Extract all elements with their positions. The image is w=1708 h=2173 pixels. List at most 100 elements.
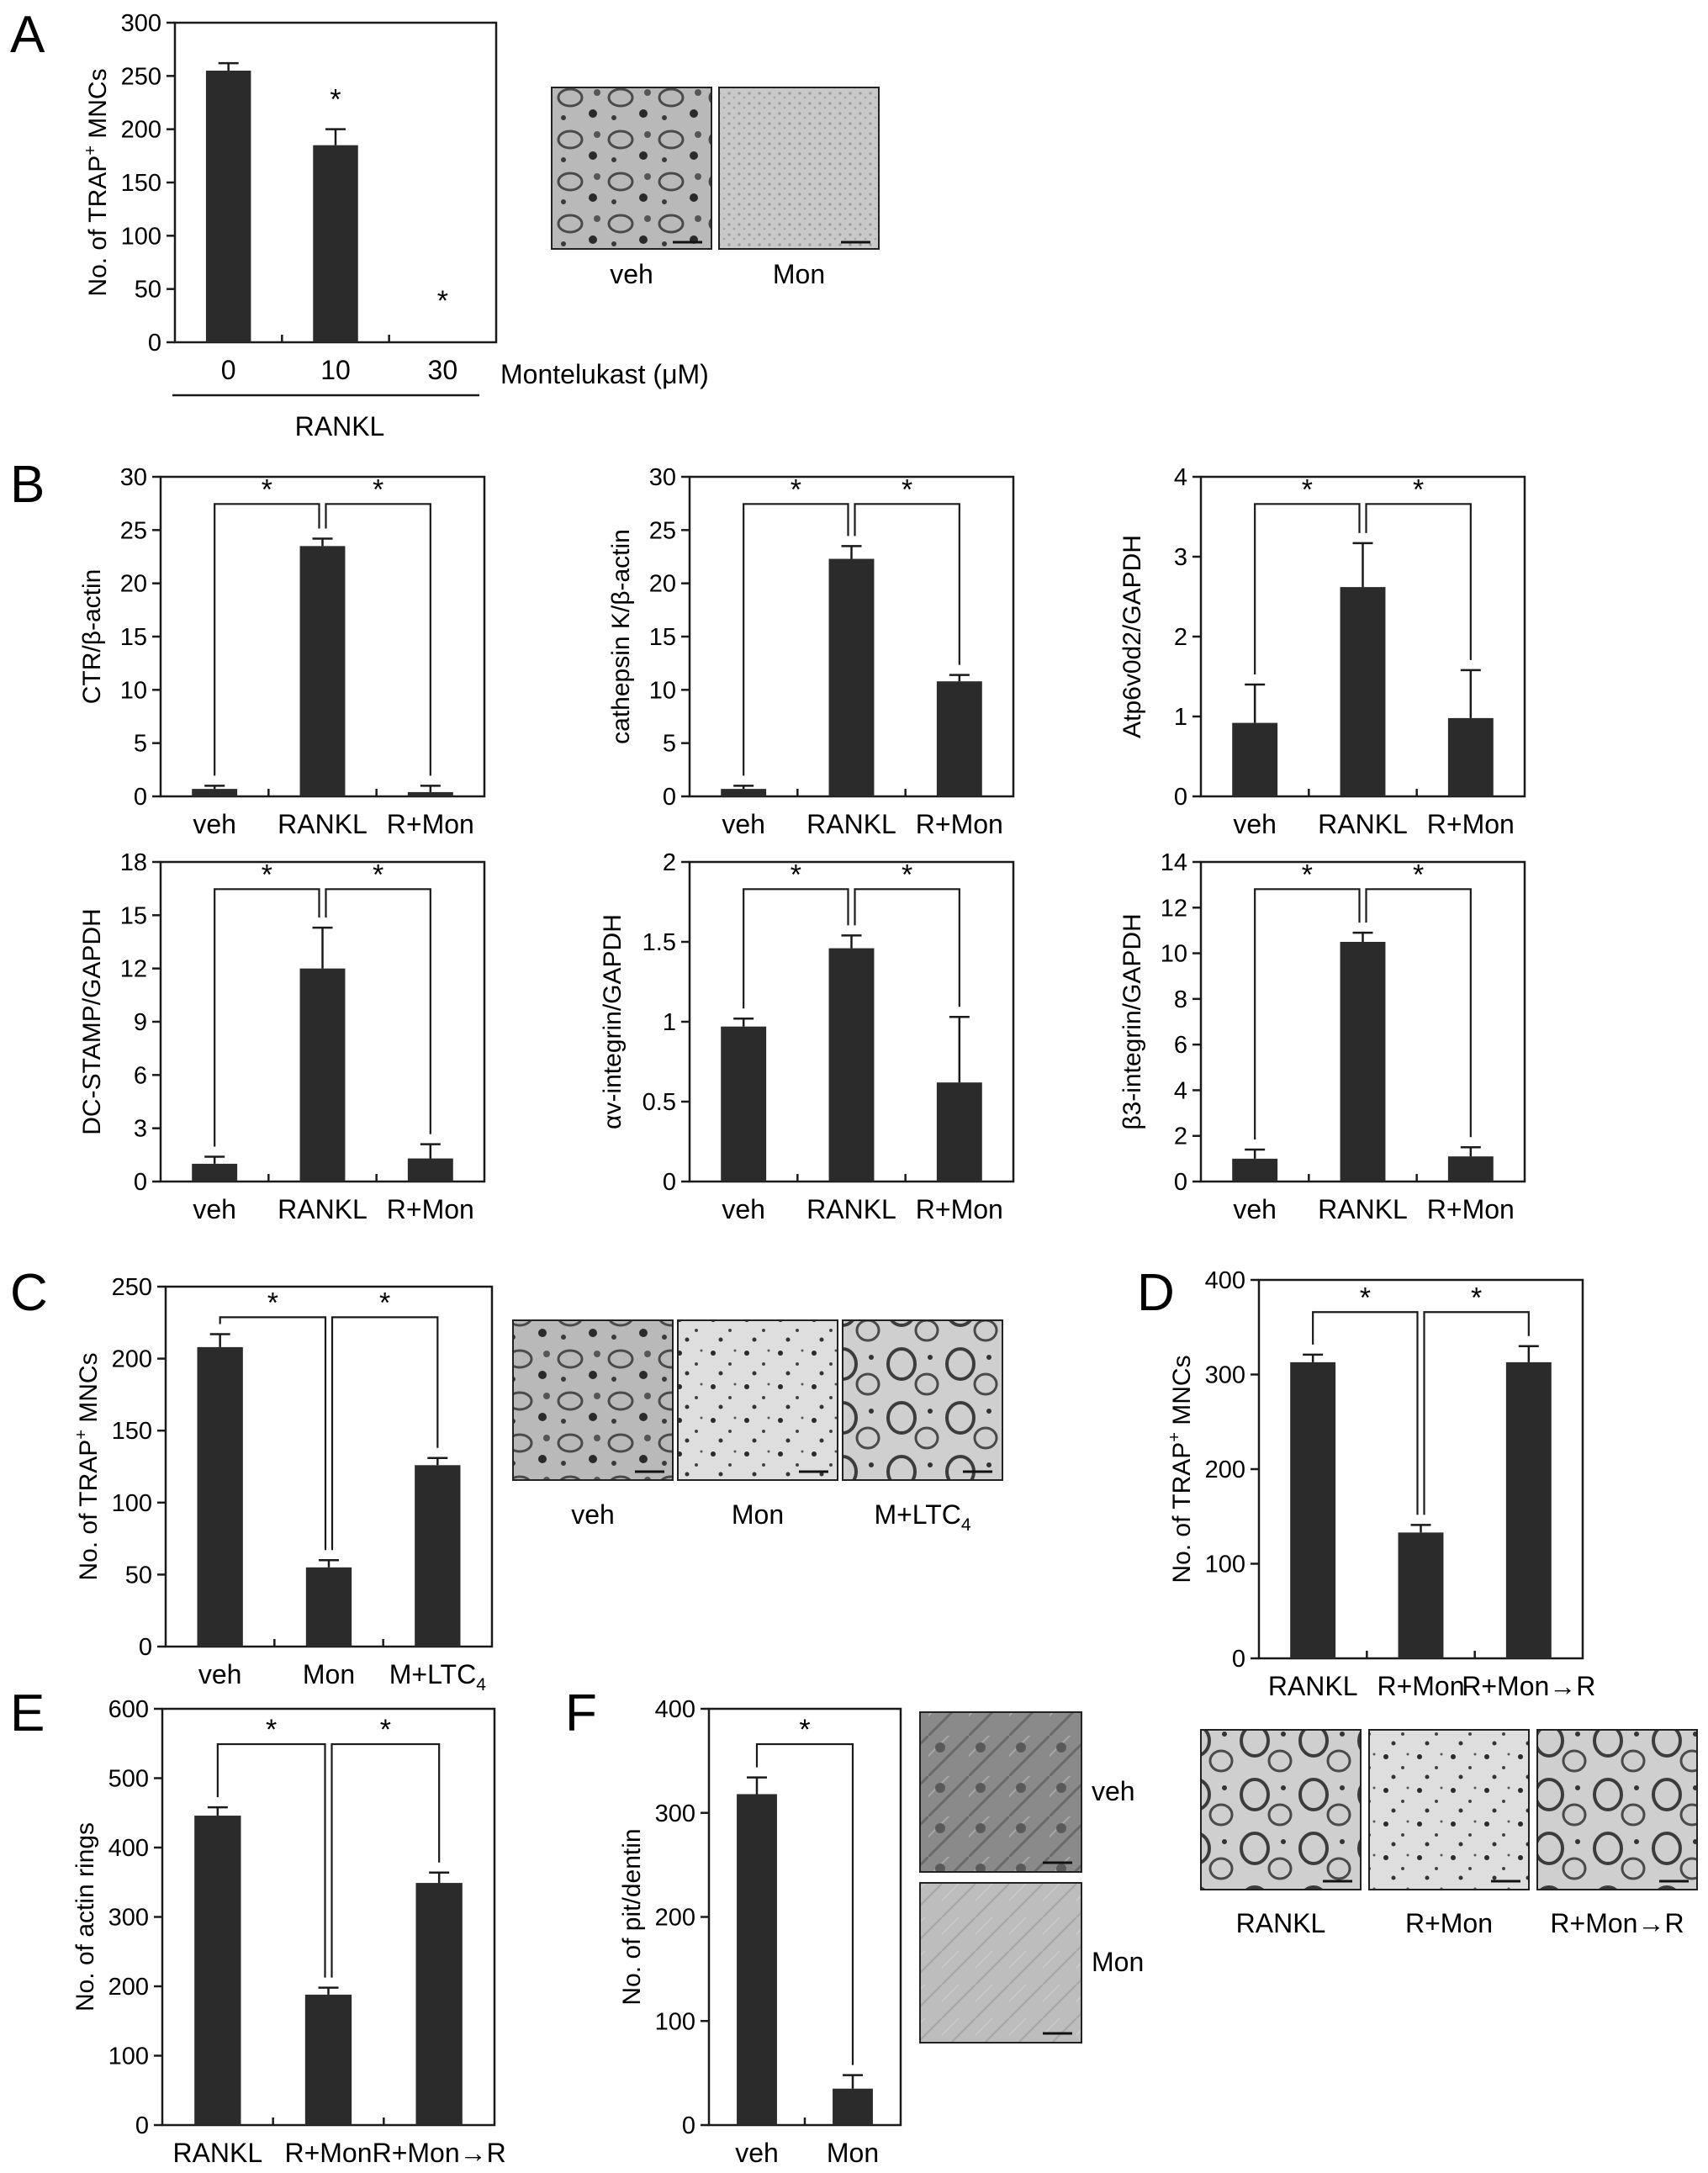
significance-star: * bbox=[1413, 859, 1424, 891]
y-tick-label: 0 bbox=[134, 1169, 147, 1196]
significance-bracket bbox=[755, 1742, 854, 2065]
y-tick-label: 100 bbox=[1205, 1552, 1245, 1578]
x-category-label: M+LTC4 bbox=[389, 1659, 486, 1695]
micrograph-caption: Mon bbox=[732, 1499, 784, 1530]
y-tick-label: 0 bbox=[663, 1169, 676, 1196]
y-axis-label: CTR/β-actin bbox=[78, 569, 106, 705]
x-category-label: RANKL bbox=[172, 2138, 262, 2168]
y-tick-label: 4 bbox=[1174, 464, 1187, 491]
y-tick-label: 5 bbox=[134, 731, 147, 758]
y-tick-label: 0 bbox=[134, 784, 147, 811]
y-tick-label: 0 bbox=[148, 330, 161, 357]
y-tick-label: 10 bbox=[1161, 941, 1187, 968]
y-tick-label: 1 bbox=[663, 1009, 676, 1036]
y-axis-label: cathepsin K/β-actin bbox=[607, 529, 635, 744]
panel-letter-e: E bbox=[10, 1684, 45, 1742]
y-tick-label: 30 bbox=[649, 464, 676, 491]
x-category-label: RANKL bbox=[278, 1194, 368, 1224]
x-category-label: veh bbox=[735, 2138, 779, 2168]
micrograph-a-veh bbox=[551, 87, 712, 250]
significance-star: * bbox=[1413, 473, 1424, 505]
significance-star: * bbox=[791, 859, 801, 891]
x-category-label: Mon bbox=[827, 2138, 879, 2168]
y-tick-label: 500 bbox=[108, 1766, 149, 1793]
micrograph-caption: veh bbox=[1092, 1776, 1135, 1806]
significance-bracket bbox=[1365, 888, 1472, 1138]
y-tick-label: 300 bbox=[1205, 1362, 1245, 1389]
x-category-label: 10 bbox=[320, 355, 351, 385]
bar bbox=[737, 1794, 777, 2125]
micrograph-caption: RANKL bbox=[1236, 1908, 1326, 1938]
y-tick-label: 10 bbox=[120, 677, 147, 704]
x-category-label: R+Mon bbox=[387, 809, 474, 839]
significance-bracket bbox=[854, 503, 960, 665]
y-tick-label: 250 bbox=[112, 1274, 152, 1301]
y-axis-label: No. of pit/dentin bbox=[618, 1828, 646, 2005]
y-tick-label: 100 bbox=[108, 2043, 149, 2070]
significance-star: * bbox=[262, 473, 272, 505]
y-tick-label: 200 bbox=[108, 1974, 149, 2001]
rankl-group-label: RANKL bbox=[295, 411, 385, 441]
y-tick-label: 30 bbox=[120, 464, 147, 491]
y-tick-label: 4 bbox=[1174, 1077, 1187, 1104]
micrograph-caption: veh bbox=[571, 1499, 615, 1530]
significance-star: * bbox=[267, 1287, 278, 1319]
significance-star: * bbox=[373, 473, 383, 505]
bar bbox=[1505, 1361, 1552, 1658]
bar bbox=[415, 1883, 463, 2125]
significance-bracket bbox=[1312, 1311, 1419, 1515]
significance-star: * bbox=[799, 1714, 810, 1746]
x-category-label: veh bbox=[722, 809, 765, 839]
x-category-label: veh bbox=[1233, 809, 1277, 839]
y-axis-label: No. of TRAP+ MNCs bbox=[1166, 1355, 1196, 1583]
y-tick-label: 0 bbox=[682, 2112, 695, 2139]
x-category-label: veh bbox=[193, 1194, 236, 1224]
significance-bracket bbox=[854, 888, 960, 1007]
significance-star: * bbox=[437, 285, 448, 317]
y-tick-label: 400 bbox=[655, 1696, 695, 1723]
micrograph-c-mon bbox=[677, 1319, 838, 1481]
montelukast-axis-label: Montelukast (μM) bbox=[500, 359, 709, 389]
chart-b6: 0 2 4 6 8 10 12 14 veh RANKL R+Mon β3-integrin/GAPD… bbox=[1118, 849, 1526, 1224]
micrograph-d-rmon bbox=[1368, 1729, 1530, 1890]
y-tick-label: 0 bbox=[135, 2112, 149, 2139]
bar bbox=[407, 791, 453, 796]
micrograph-c-mltc4 bbox=[842, 1319, 1003, 1481]
y-tick-label: 10 bbox=[649, 677, 676, 704]
y-tick-label: 250 bbox=[121, 63, 161, 90]
y-tick-label: 2 bbox=[663, 849, 676, 876]
bar bbox=[936, 1082, 982, 1182]
x-category-label: R+Mon→R bbox=[1462, 1671, 1595, 1701]
y-tick-label: 9 bbox=[134, 1009, 147, 1036]
significance-star: * bbox=[373, 859, 383, 891]
y-tick-label: 400 bbox=[108, 1835, 149, 1862]
bar bbox=[407, 1158, 453, 1182]
significance-star: * bbox=[330, 84, 341, 116]
significance-bracket bbox=[214, 888, 320, 1147]
significance-bracket bbox=[219, 1316, 327, 1551]
significance-bracket bbox=[330, 1316, 439, 1551]
bar bbox=[192, 789, 238, 796]
y-axis-label: No. of TRAP+ MNCs bbox=[82, 68, 112, 296]
y-tick-label: 8 bbox=[1174, 986, 1187, 1013]
bar bbox=[299, 546, 346, 796]
significance-bracket bbox=[1365, 503, 1472, 660]
significance-star: * bbox=[1471, 1282, 1482, 1314]
chart-b1: 0 5 10 15 20 25 30 veh RANKL R+Mon CTR/β-actin * * bbox=[78, 464, 486, 839]
bar bbox=[1232, 1158, 1278, 1182]
bar bbox=[415, 1465, 461, 1647]
y-tick-label: 200 bbox=[655, 1905, 695, 1932]
significance-star: * bbox=[791, 473, 801, 505]
y-tick-label: 2 bbox=[1174, 1124, 1187, 1150]
y-tick-label: 200 bbox=[1205, 1457, 1245, 1483]
y-tick-label: 0.5 bbox=[642, 1089, 676, 1116]
y-tick-label: 0 bbox=[663, 784, 676, 811]
x-category-label: R+Mon bbox=[916, 1194, 1003, 1224]
significance-bracket bbox=[330, 1742, 441, 1978]
significance-bracket bbox=[743, 888, 849, 1009]
significance-star: * bbox=[902, 473, 912, 505]
chart-f: 0 100 200 300 400 veh Mon No. of pit/dentin * bbox=[618, 1696, 902, 2168]
y-tick-label: 0 bbox=[139, 1634, 152, 1661]
chart-a: 0 50 100 150 200 250 300 0 10 30 No. of TRAP+ MNCs… bbox=[82, 10, 498, 385]
